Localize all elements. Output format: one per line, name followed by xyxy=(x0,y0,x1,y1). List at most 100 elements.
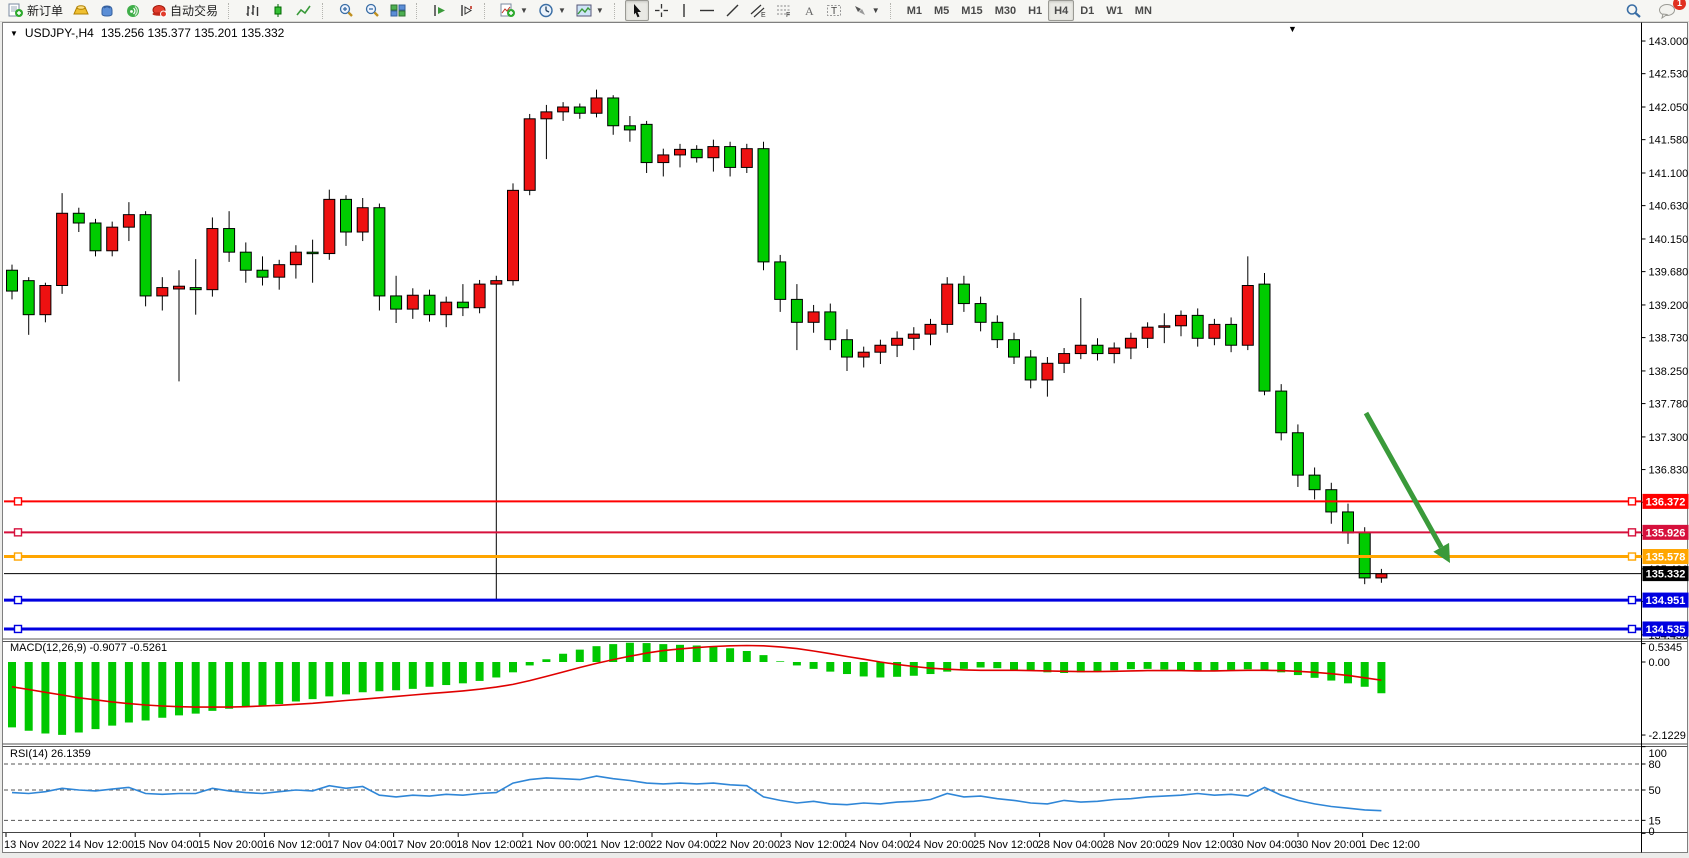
candle-body[interactable] xyxy=(239,251,252,271)
vertical-line-tool-button[interactable] xyxy=(674,0,694,21)
gold-ingot-button[interactable] xyxy=(68,0,94,21)
candle-body[interactable] xyxy=(573,106,586,114)
candle-body[interactable] xyxy=(991,321,1004,341)
candle-body[interactable] xyxy=(39,285,52,316)
candle-body[interactable] xyxy=(874,344,887,353)
candle-body[interactable] xyxy=(289,251,302,266)
candle-body[interactable] xyxy=(824,311,837,341)
candle-body[interactable] xyxy=(974,303,987,323)
candle-body[interactable] xyxy=(1342,511,1354,534)
candle-body[interactable] xyxy=(941,283,954,325)
candle-body[interactable] xyxy=(1191,314,1204,339)
timeframe-m1[interactable]: M1 xyxy=(906,4,922,17)
candle-body[interactable] xyxy=(891,337,904,346)
auto-scroll-button[interactable] xyxy=(427,0,453,21)
candle-body[interactable] xyxy=(523,118,536,191)
candle-body[interactable] xyxy=(957,283,970,305)
candle-body[interactable] xyxy=(790,298,803,323)
line-chart-button[interactable] xyxy=(291,0,317,21)
candle-body[interactable] xyxy=(1375,573,1388,579)
candle-body[interactable] xyxy=(640,123,653,164)
chart-collapse-icon[interactable]: ▼ xyxy=(10,28,18,38)
line-handle[interactable] xyxy=(1627,497,1637,506)
zoom-out-button[interactable] xyxy=(359,0,385,21)
candle-body[interactable] xyxy=(456,301,469,309)
candle-body[interactable] xyxy=(857,351,870,358)
candle-body[interactable] xyxy=(807,311,820,323)
candle-body[interactable] xyxy=(122,214,135,228)
candle-body[interactable] xyxy=(1258,283,1271,392)
arrows-tool-button[interactable]: ▼ xyxy=(847,0,885,21)
candle-body[interactable] xyxy=(590,97,603,114)
candle-body[interactable] xyxy=(740,148,753,168)
candle-body[interactable] xyxy=(540,111,553,120)
candle-body[interactable] xyxy=(557,106,570,113)
candle-body[interactable] xyxy=(156,287,169,297)
candle-body[interactable] xyxy=(306,251,319,255)
candle-body[interactable] xyxy=(1074,344,1087,355)
horizontal-line-tool-button[interactable] xyxy=(694,0,720,21)
crosshair-tool-button[interactable] xyxy=(649,0,674,21)
candle-body[interactable] xyxy=(1141,326,1154,339)
cursor-tool-button[interactable] xyxy=(624,0,649,21)
timeframe-mn[interactable]: MN xyxy=(1134,4,1152,17)
trend-arrow-annotation[interactable] xyxy=(1363,411,1444,549)
candle-body[interactable] xyxy=(423,294,436,316)
candle-body[interactable] xyxy=(674,148,686,156)
timeframe-h4[interactable]: H4 xyxy=(1048,0,1075,21)
line-handle[interactable] xyxy=(13,595,23,605)
candle-body[interactable] xyxy=(323,198,336,255)
candle-body[interactable] xyxy=(189,287,202,291)
zoom-in-button[interactable] xyxy=(333,0,359,21)
text-tool-button[interactable]: A xyxy=(797,0,821,21)
candle-body[interactable] xyxy=(774,261,787,300)
timeframe-m5[interactable]: M5 xyxy=(934,4,950,17)
chart-shift-button[interactable] xyxy=(453,0,479,21)
candle-body[interactable] xyxy=(841,339,853,358)
equidistant-channel-tool-button[interactable]: E xyxy=(745,0,771,21)
candle-body[interactable] xyxy=(1208,323,1221,339)
candle-body[interactable] xyxy=(56,212,69,287)
candle-body[interactable] xyxy=(607,97,620,127)
candle-body[interactable] xyxy=(1308,474,1321,491)
candle-body[interactable] xyxy=(256,269,269,278)
candle-body[interactable] xyxy=(690,148,703,159)
candle-body[interactable] xyxy=(757,148,770,263)
candle-body[interactable] xyxy=(356,207,369,233)
candle-body[interactable] xyxy=(1291,432,1304,476)
signal-button[interactable] xyxy=(120,0,146,21)
candlestick-chart-button[interactable] xyxy=(265,0,291,21)
candle-body[interactable] xyxy=(206,228,219,291)
candle-body[interactable] xyxy=(1058,353,1071,364)
line-handle[interactable] xyxy=(1627,624,1637,634)
candle-body[interactable] xyxy=(623,125,636,131)
periods-button[interactable]: ▼ xyxy=(533,0,571,21)
line-handle[interactable] xyxy=(1627,552,1637,561)
candle-body[interactable] xyxy=(1091,344,1104,355)
chat-button[interactable]: 1 xyxy=(1653,0,1686,21)
candle-body[interactable] xyxy=(173,285,185,290)
line-handle[interactable] xyxy=(13,624,23,634)
candle-body[interactable] xyxy=(373,207,386,297)
candle-body[interactable] xyxy=(924,323,937,335)
candle-body[interactable] xyxy=(1158,325,1171,328)
candle-body[interactable] xyxy=(724,146,737,168)
candle-body[interactable] xyxy=(473,283,486,309)
auto-trading-button[interactable]: 自动交易 xyxy=(146,0,223,21)
chart-end-marker-icon[interactable]: ▼ xyxy=(1288,24,1297,34)
line-handle[interactable] xyxy=(13,497,23,506)
timeframe-m30[interactable]: M30 xyxy=(994,4,1017,17)
candle-body[interactable] xyxy=(707,146,720,159)
line-handle[interactable] xyxy=(13,528,23,537)
purse-button[interactable] xyxy=(94,0,120,21)
candle-body[interactable] xyxy=(139,214,152,297)
timeframe-h1[interactable]: H1 xyxy=(1028,4,1043,17)
candle-body[interactable] xyxy=(1024,356,1037,381)
text-label-tool-button[interactable]: T xyxy=(821,0,847,21)
candle-body[interactable] xyxy=(507,189,519,282)
line-handle[interactable] xyxy=(1627,595,1637,605)
candle-body[interactable] xyxy=(490,280,503,285)
candle-body[interactable] xyxy=(1225,323,1238,346)
candle-body[interactable] xyxy=(1124,337,1137,349)
